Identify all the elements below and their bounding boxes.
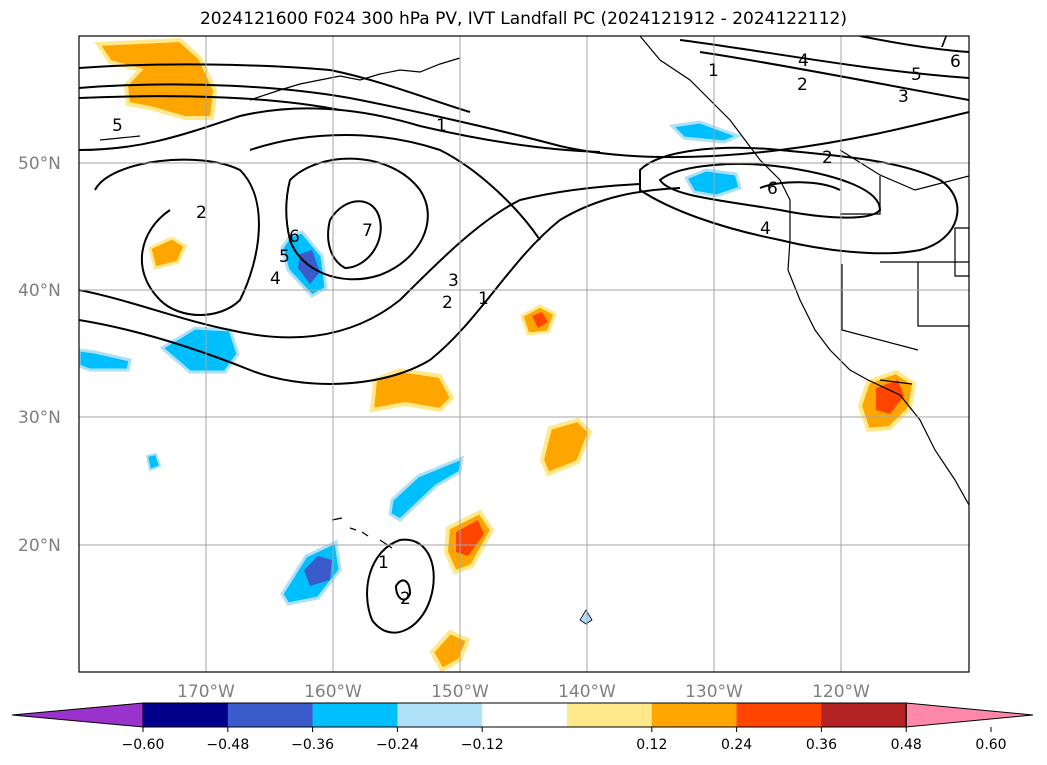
contour-label: 3 bbox=[448, 271, 459, 291]
colorbar-tick-label: 0.12 bbox=[636, 737, 667, 753]
warm-blob-left bbox=[148, 236, 187, 270]
contour-labels: 5 1 2 6 5 4 7 3 2 1 1 4 2 5 3 2 6 4 7 6 … bbox=[112, 32, 961, 609]
contour-label: 2 bbox=[400, 589, 411, 609]
contour-label: 2 bbox=[442, 293, 453, 313]
positive-ivt-anomalies bbox=[94, 37, 917, 672]
contour-label: 2 bbox=[196, 203, 207, 223]
colorbar-tick-label: −0.48 bbox=[206, 737, 249, 753]
pv-contours bbox=[79, 36, 969, 634]
warm-core-hawaii bbox=[456, 520, 484, 556]
colorbar: −0.60 −0.48 −0.36 −0.24 −0.12 0.12 0.24 0.36 0.4… bbox=[11, 702, 1034, 753]
warm-blob-center-core bbox=[532, 312, 548, 328]
warm-blob-south bbox=[539, 417, 593, 477]
colorbar-segment bbox=[567, 703, 653, 727]
map-border bbox=[78, 35, 970, 673]
contour-label: 4 bbox=[760, 219, 771, 239]
contour-label: 1 bbox=[708, 61, 719, 81]
colorbar-segment bbox=[821, 703, 907, 727]
colorbar-segment bbox=[227, 703, 314, 727]
cool-blob-diag bbox=[388, 455, 464, 522]
lon-label: 150°W bbox=[431, 682, 489, 702]
latitude-labels: 50°N 40°N 30°N 20°N bbox=[18, 154, 61, 556]
map-title: 2024121600 F024 300 hPa PV, IVT Landfall… bbox=[199, 9, 847, 29]
contour-label: 5 bbox=[279, 247, 290, 267]
colorbar-tick-label: 0.36 bbox=[806, 737, 837, 753]
colorbar-segment bbox=[143, 703, 229, 727]
contour-label: 7 bbox=[362, 221, 373, 241]
colorbar-segment bbox=[651, 703, 738, 727]
contour-label: 2 bbox=[822, 148, 833, 168]
contour-label: 7 bbox=[938, 32, 949, 52]
colorbar-tick-label: −0.12 bbox=[461, 737, 504, 753]
warm-core-socal bbox=[876, 380, 904, 414]
colorbar-tick-label: −0.36 bbox=[291, 737, 334, 753]
colorbar-segment bbox=[312, 703, 398, 727]
colorbar-tick-label: 0.24 bbox=[721, 737, 752, 753]
lat-label: 40°N bbox=[18, 281, 61, 301]
contour-label: 3 bbox=[898, 87, 909, 107]
lon-label: 140°W bbox=[558, 682, 616, 702]
contour-label: 1 bbox=[378, 553, 389, 573]
colorbar-frame bbox=[142, 702, 907, 728]
contour-label: 5 bbox=[911, 65, 922, 85]
colorbar-segment bbox=[482, 703, 568, 727]
warm-blob-mid bbox=[369, 367, 455, 413]
negative-ivt-anomalies bbox=[79, 120, 743, 625]
contour-label: 6 bbox=[289, 227, 300, 247]
cool-core-mid-left bbox=[298, 250, 320, 284]
longitude-labels: 170°W 160°W 150°W 140°W 130°W 120°W bbox=[177, 682, 870, 702]
cool-blob-small bbox=[145, 452, 162, 472]
contour-label: 5 bbox=[112, 116, 123, 136]
colorbar-tick-label: −0.24 bbox=[376, 737, 419, 753]
colorbar-extend-low bbox=[11, 702, 144, 728]
contour-label: 1 bbox=[436, 116, 447, 136]
cool-core-south bbox=[304, 556, 332, 586]
colorbar-tick-label: −0.60 bbox=[122, 737, 165, 753]
cool-blob-offshore bbox=[683, 168, 742, 198]
cool-blob-gulf bbox=[668, 120, 743, 144]
contour-label: 6 bbox=[767, 179, 778, 199]
contour-label: 1 bbox=[478, 289, 489, 309]
colorbar-segment bbox=[736, 703, 822, 727]
lat-label: 30°N bbox=[18, 408, 61, 428]
colorbar-tick-label: 0.48 bbox=[891, 737, 922, 753]
cool-blob-west bbox=[159, 326, 240, 374]
lat-label: 50°N bbox=[18, 154, 61, 174]
cool-blob-edge bbox=[79, 348, 132, 372]
contour-label: 4 bbox=[270, 269, 281, 289]
warm-blob-nw bbox=[94, 37, 218, 120]
colorbar-tick-label: 0.60 bbox=[975, 737, 1006, 753]
cool-blob-tiny bbox=[579, 609, 593, 625]
colorbar-extend-high bbox=[905, 702, 1034, 728]
contour-label: 4 bbox=[798, 51, 809, 71]
contour-label: 6 bbox=[950, 52, 961, 72]
contour-label: 2 bbox=[797, 75, 808, 95]
graticule bbox=[79, 36, 969, 672]
lat-label: 20°N bbox=[18, 536, 61, 556]
lon-label: 120°W bbox=[812, 682, 870, 702]
colorbar-segment bbox=[397, 703, 483, 727]
lon-label: 160°W bbox=[304, 682, 362, 702]
lon-label: 170°W bbox=[177, 682, 235, 702]
warm-blob-bottom bbox=[429, 629, 471, 672]
lon-label: 130°W bbox=[685, 682, 743, 702]
